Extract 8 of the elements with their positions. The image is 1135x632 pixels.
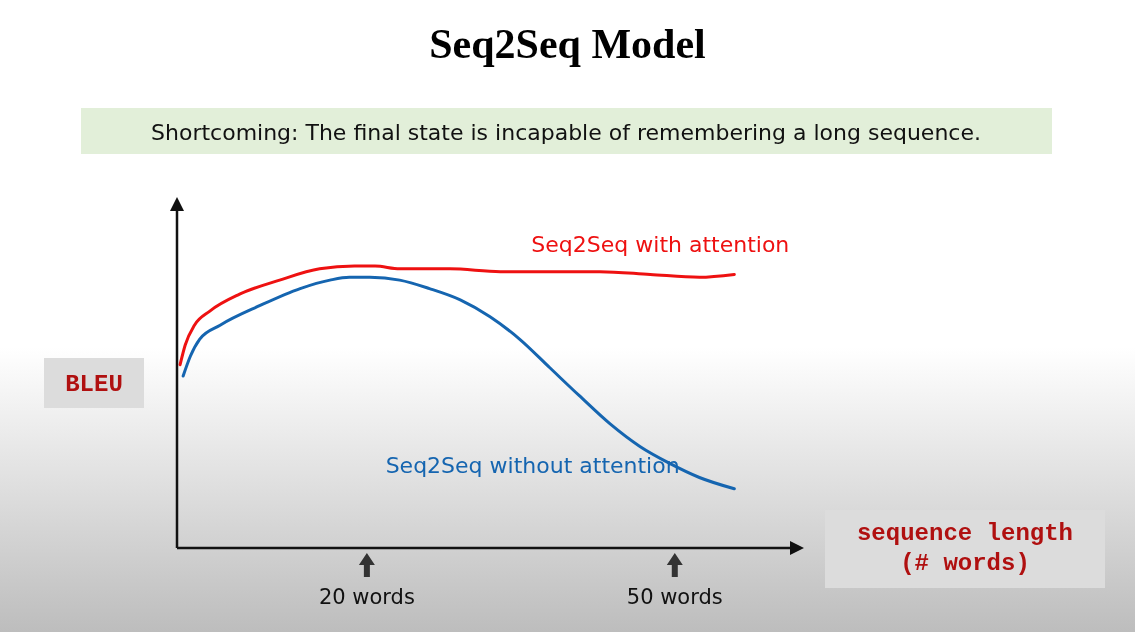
x-tick-label: 20 words <box>318 585 415 609</box>
chart-title: Seq2Seq Model <box>429 21 706 67</box>
y-axis-title: BLEU <box>65 371 123 398</box>
series-label: Seq2Seq without attention <box>385 453 680 479</box>
series-label: Seq2Seq with attention <box>531 232 790 258</box>
x-tick-label: 50 words <box>626 585 723 609</box>
chart-subtitle: Shortcoming: The final state is incapable of remembering a long sequence. <box>151 120 981 145</box>
x-axis-title: sequence length (# words) <box>856 520 1074 577</box>
